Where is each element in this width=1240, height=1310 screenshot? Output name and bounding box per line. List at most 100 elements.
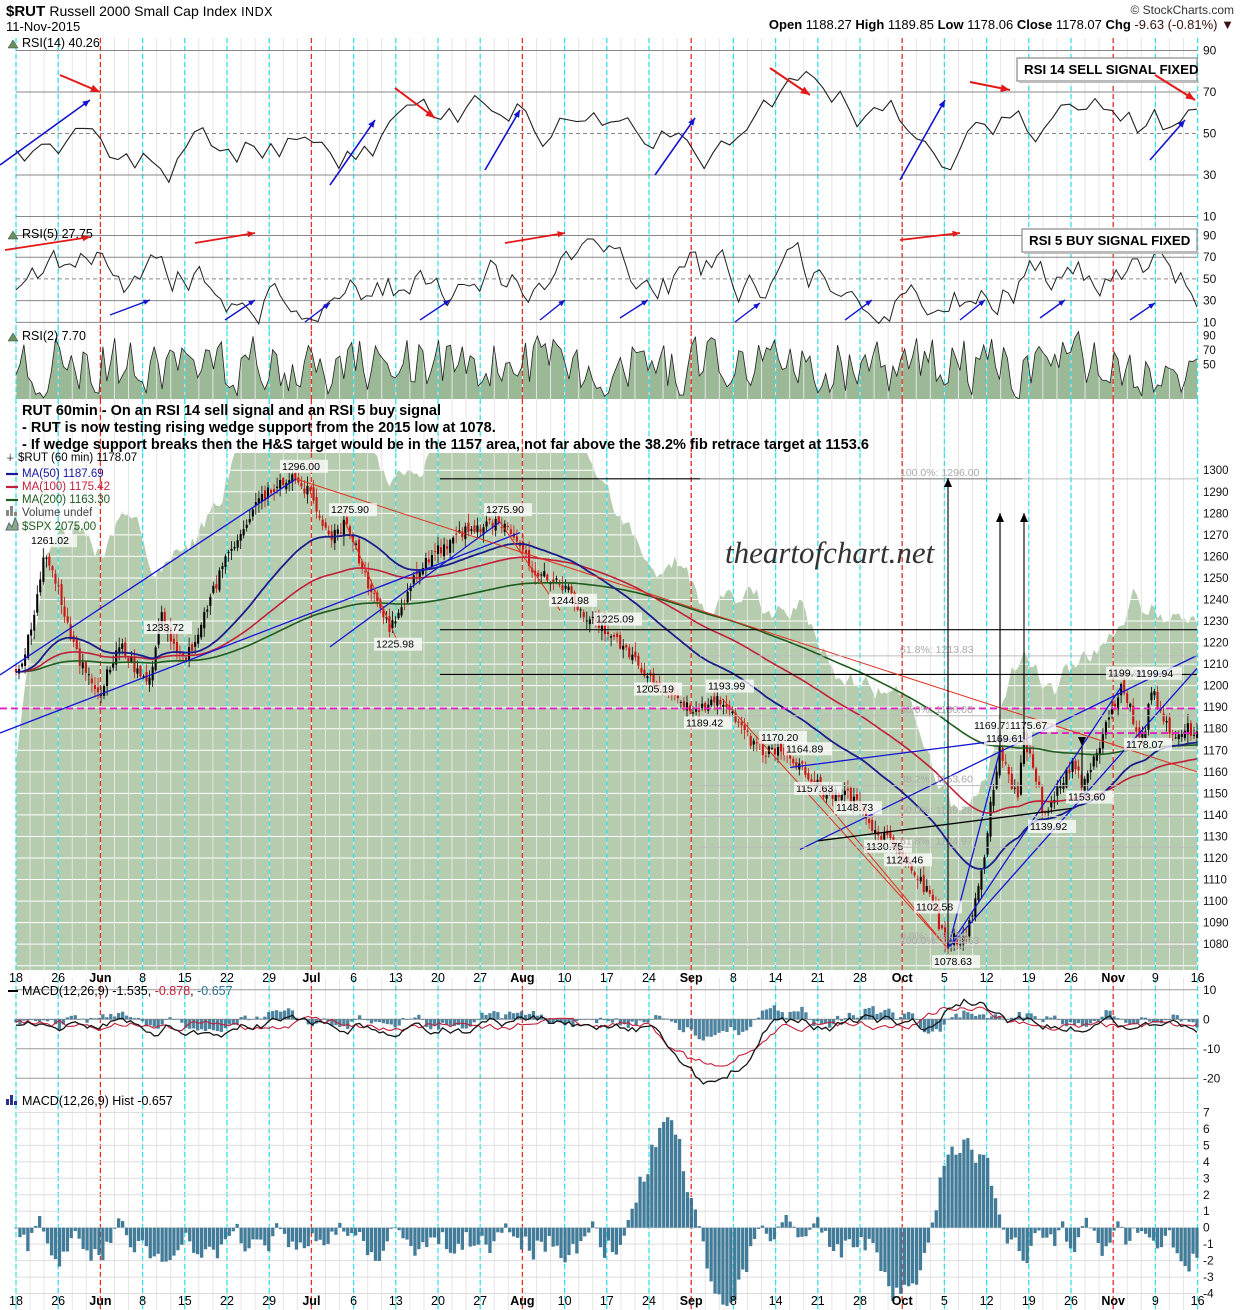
svg-text:70: 70 — [1203, 250, 1217, 264]
svg-text:7: 7 — [1203, 1106, 1210, 1120]
svg-text:1180: 1180 — [1203, 724, 1228, 736]
svg-text:1148.73: 1148.73 — [836, 802, 873, 814]
svg-text:Oct: Oct — [892, 971, 914, 985]
svg-text:Aug: Aug — [510, 971, 534, 985]
svg-text:6: 6 — [1203, 1122, 1210, 1136]
svg-text:8: 8 — [139, 971, 146, 985]
svg-text:12: 12 — [980, 1294, 994, 1308]
svg-text:22: 22 — [220, 1294, 234, 1308]
svg-text:1225.09: 1225.09 — [596, 614, 634, 626]
svg-text:- If wedge support breaks then: - If wedge support breaks then the H&S t… — [22, 437, 869, 453]
svg-text:1250: 1250 — [1203, 573, 1229, 585]
svg-text:10: 10 — [1203, 983, 1217, 997]
svg-text:28: 28 — [853, 1294, 867, 1308]
svg-text:18: 18 — [9, 971, 23, 985]
svg-text:$SPX 2075.00: $SPX 2075.00 — [22, 521, 96, 533]
svg-text:17: 17 — [600, 971, 614, 985]
svg-text:Jul: Jul — [302, 971, 320, 985]
svg-text:1205.19: 1205.19 — [636, 684, 674, 696]
svg-text:1193.99: 1193.99 — [708, 681, 745, 693]
svg-text:100.0%: 1078.63: 100.0%: 1078.63 — [900, 935, 980, 947]
svg-text:1261.02: 1261.02 — [31, 535, 69, 547]
svg-text:50: 50 — [1203, 359, 1216, 371]
svg-text:5: 5 — [1203, 1138, 1210, 1152]
svg-text:1080: 1080 — [1203, 939, 1229, 951]
svg-text:10: 10 — [558, 971, 572, 985]
svg-text:1150: 1150 — [1203, 788, 1228, 800]
svg-text:90: 90 — [1203, 44, 1217, 58]
svg-text:24: 24 — [642, 971, 656, 985]
svg-text:MA(50) 1187.69: MA(50) 1187.69 — [22, 468, 104, 480]
svg-text:16: 16 — [1191, 971, 1205, 985]
svg-text:10: 10 — [1203, 315, 1217, 329]
svg-text:61.8%: 1213.83: 61.8%: 1213.83 — [900, 644, 974, 656]
svg-text:13: 13 — [389, 971, 403, 985]
svg-text:27: 27 — [473, 971, 487, 985]
svg-text:1139.92: 1139.92 — [1030, 821, 1067, 833]
svg-text:10: 10 — [558, 1294, 572, 1308]
svg-text:1220: 1220 — [1203, 638, 1229, 650]
svg-text:1140: 1140 — [1203, 810, 1228, 822]
svg-text:1120: 1120 — [1203, 853, 1228, 865]
svg-text:1175.67: 1175.67 — [1010, 720, 1047, 732]
svg-text:1275.90: 1275.90 — [331, 504, 369, 516]
svg-text:1090: 1090 — [1203, 918, 1229, 930]
svg-text:28: 28 — [853, 971, 867, 985]
svg-text:100.0%: 1296.00: 100.0%: 1296.00 — [900, 467, 980, 479]
svg-text:RSI(14) 40.26: RSI(14) 40.26 — [22, 36, 100, 50]
svg-text:1169.71: 1169.71 — [974, 720, 1011, 732]
svg-text:90: 90 — [1203, 330, 1216, 342]
svg-text:MACD(12,26,9) -1.535, -0.878,: MACD(12,26,9) -1.535, -0.878, -0.657 — [22, 984, 233, 998]
svg-text:20: 20 — [431, 971, 445, 985]
svg-text:Sep: Sep — [680, 971, 703, 985]
svg-text:1130: 1130 — [1203, 831, 1228, 843]
svg-text:0: 0 — [1203, 1012, 1210, 1026]
svg-text:1210: 1210 — [1203, 659, 1229, 671]
svg-text:21: 21 — [811, 971, 825, 985]
svg-text:Jun: Jun — [89, 1294, 111, 1308]
svg-text:8: 8 — [730, 1294, 737, 1308]
svg-text:2: 2 — [1203, 1188, 1210, 1202]
svg-text:38.2%: 1153.60: 38.2%: 1153.60 — [900, 774, 973, 786]
svg-text:1270: 1270 — [1203, 530, 1229, 542]
svg-text:16: 16 — [1191, 1294, 1205, 1308]
svg-text:9: 9 — [1152, 1294, 1159, 1308]
svg-text:8: 8 — [730, 971, 737, 985]
svg-text:61.8%: 1124.97: 61.8%: 1124.97 — [900, 835, 973, 847]
svg-text:9: 9 — [1152, 971, 1159, 985]
svg-text:∔: ∔ — [6, 453, 14, 464]
svg-text:1244.98: 1244.98 — [551, 595, 589, 607]
svg-text:MA(100) 1175.42: MA(100) 1175.42 — [22, 481, 110, 493]
svg-text:1240: 1240 — [1203, 595, 1229, 607]
svg-text:50.0%: 1186.00: 50.0%: 1186.00 — [900, 704, 973, 716]
svg-text:5: 5 — [941, 1294, 948, 1308]
svg-text:1296.00: 1296.00 — [282, 461, 320, 473]
svg-text:1200: 1200 — [1203, 681, 1229, 693]
svg-text:1160: 1160 — [1203, 767, 1228, 779]
svg-text:1110: 1110 — [1203, 875, 1227, 887]
svg-text:Nov: Nov — [1101, 971, 1125, 985]
svg-text:0: 0 — [1203, 1221, 1210, 1235]
svg-text:5: 5 — [941, 971, 948, 985]
svg-text:26: 26 — [51, 1294, 65, 1308]
svg-text:27: 27 — [473, 1294, 487, 1308]
svg-text:14: 14 — [769, 971, 783, 985]
svg-text:1290: 1290 — [1203, 487, 1229, 499]
svg-text:1233.72: 1233.72 — [146, 622, 184, 634]
svg-text:90: 90 — [1203, 229, 1217, 243]
svg-text:1157.63: 1157.63 — [796, 783, 833, 795]
svg-text:14: 14 — [769, 1294, 783, 1308]
svg-text:13: 13 — [389, 1294, 403, 1308]
svg-text:15: 15 — [178, 971, 192, 985]
svg-text:18: 18 — [9, 1294, 23, 1308]
svg-text:1170: 1170 — [1203, 745, 1228, 757]
svg-text:RSI(2) 7.70: RSI(2) 7.70 — [22, 329, 86, 343]
svg-text:1225.98: 1225.98 — [376, 639, 414, 651]
svg-text:-20: -20 — [1203, 1071, 1221, 1085]
svg-text:1189.42: 1189.42 — [686, 717, 723, 729]
svg-text:19: 19 — [1022, 1294, 1036, 1308]
svg-text:1164.89: 1164.89 — [786, 743, 823, 755]
svg-text:1078.63: 1078.63 — [934, 956, 972, 968]
svg-text:Jun: Jun — [89, 971, 111, 985]
svg-text:1280: 1280 — [1203, 508, 1229, 520]
